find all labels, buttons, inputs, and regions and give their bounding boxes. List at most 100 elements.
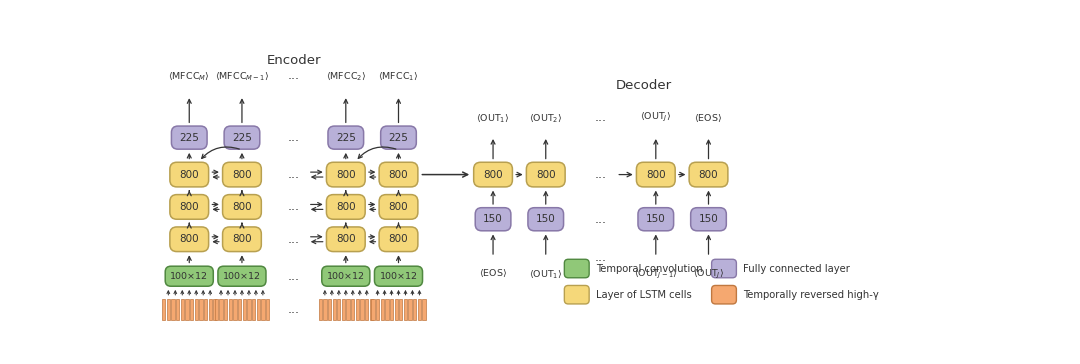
Text: $\langle$MFCC$_1\rangle$: $\langle$MFCC$_1\rangle$ — [378, 70, 419, 82]
Text: 100×12: 100×12 — [222, 272, 261, 281]
Text: 100×12: 100×12 — [379, 272, 418, 281]
FancyBboxPatch shape — [689, 162, 728, 187]
Text: ...: ... — [288, 201, 300, 213]
FancyBboxPatch shape — [712, 259, 737, 278]
Text: $\langle$EOS$\rangle$: $\langle$EOS$\rangle$ — [480, 268, 508, 279]
Text: $\langle$OUT$_1\rangle$: $\langle$OUT$_1\rangle$ — [476, 112, 510, 124]
Bar — [194, 298, 198, 320]
Text: $\langle$OUT$_J\rangle$: $\langle$OUT$_J\rangle$ — [693, 268, 724, 281]
Bar — [229, 298, 232, 320]
Text: ...: ... — [288, 69, 300, 82]
Text: Temporal convolution: Temporal convolution — [596, 264, 703, 273]
FancyBboxPatch shape — [218, 266, 266, 286]
Text: Temporally reversed high-γ: Temporally reversed high-γ — [743, 290, 879, 300]
Bar — [376, 298, 379, 320]
Bar — [238, 298, 241, 320]
Bar — [394, 298, 397, 320]
Bar — [190, 298, 193, 320]
Text: Fully connected layer: Fully connected layer — [743, 264, 850, 273]
Bar — [369, 298, 373, 320]
FancyBboxPatch shape — [326, 195, 365, 219]
FancyBboxPatch shape — [322, 266, 369, 286]
FancyBboxPatch shape — [170, 162, 208, 187]
Text: $\langle$OUT$_1\rangle$: $\langle$OUT$_1\rangle$ — [529, 268, 563, 280]
Bar — [328, 298, 332, 320]
Bar — [266, 298, 269, 320]
Text: 225: 225 — [336, 132, 355, 143]
Text: ...: ... — [595, 168, 607, 181]
FancyBboxPatch shape — [225, 126, 260, 149]
Text: ...: ... — [595, 251, 607, 264]
Text: 800: 800 — [389, 202, 408, 212]
Bar — [365, 298, 368, 320]
Bar — [176, 298, 179, 320]
Bar — [172, 298, 175, 320]
FancyBboxPatch shape — [636, 162, 675, 187]
FancyBboxPatch shape — [165, 266, 213, 286]
Bar — [162, 298, 165, 320]
Bar — [215, 298, 218, 320]
Text: $\langle$MFCC$_{M-1}\rangle$: $\langle$MFCC$_{M-1}\rangle$ — [215, 70, 269, 82]
Text: 225: 225 — [232, 132, 252, 143]
Text: $\langle$OUT$_{J-1}\rangle$: $\langle$OUT$_{J-1}\rangle$ — [634, 268, 677, 281]
FancyBboxPatch shape — [222, 162, 261, 187]
FancyBboxPatch shape — [172, 126, 207, 149]
Text: 100×12: 100×12 — [171, 272, 208, 281]
FancyBboxPatch shape — [379, 162, 418, 187]
Bar — [213, 298, 216, 320]
FancyBboxPatch shape — [222, 227, 261, 252]
Bar — [323, 298, 326, 320]
Text: Layer of LSTM cells: Layer of LSTM cells — [596, 290, 692, 300]
Text: 800: 800 — [389, 170, 408, 179]
FancyBboxPatch shape — [691, 208, 727, 231]
Bar — [247, 298, 251, 320]
Text: 800: 800 — [389, 234, 408, 244]
FancyBboxPatch shape — [379, 227, 418, 252]
Bar — [261, 298, 265, 320]
FancyBboxPatch shape — [170, 227, 208, 252]
Bar — [390, 298, 393, 320]
FancyBboxPatch shape — [712, 285, 737, 304]
Text: 800: 800 — [336, 234, 355, 244]
Text: 225: 225 — [179, 132, 199, 143]
FancyBboxPatch shape — [638, 208, 674, 231]
Bar — [233, 298, 237, 320]
Bar — [380, 298, 383, 320]
Text: 150: 150 — [646, 214, 665, 224]
Text: 800: 800 — [232, 202, 252, 212]
Text: 800: 800 — [536, 170, 555, 179]
Text: ...: ... — [595, 111, 607, 124]
Bar — [319, 298, 322, 320]
Text: 800: 800 — [179, 170, 199, 179]
Text: $\langle$MFCC$_M\rangle$: $\langle$MFCC$_M\rangle$ — [168, 70, 210, 82]
Text: $\langle$OUT$_J\rangle$: $\langle$OUT$_J\rangle$ — [640, 111, 672, 124]
Text: 800: 800 — [179, 234, 199, 244]
Bar — [257, 298, 260, 320]
Bar — [361, 298, 364, 320]
FancyBboxPatch shape — [565, 259, 590, 278]
Bar — [199, 298, 203, 320]
FancyBboxPatch shape — [375, 266, 422, 286]
Bar — [208, 298, 212, 320]
Text: 800: 800 — [699, 170, 718, 179]
Bar — [219, 298, 222, 320]
FancyBboxPatch shape — [326, 227, 365, 252]
FancyBboxPatch shape — [565, 285, 590, 304]
Bar — [166, 298, 170, 320]
Bar — [408, 298, 411, 320]
Bar — [204, 298, 207, 320]
Text: ...: ... — [288, 131, 300, 144]
Text: ...: ... — [288, 303, 300, 316]
FancyBboxPatch shape — [170, 195, 208, 219]
Text: ...: ... — [288, 233, 300, 246]
Bar — [186, 298, 189, 320]
Bar — [418, 298, 421, 320]
Bar — [333, 298, 336, 320]
Text: 800: 800 — [336, 170, 355, 179]
Text: 150: 150 — [483, 214, 503, 224]
FancyBboxPatch shape — [526, 162, 565, 187]
Text: 150: 150 — [699, 214, 718, 224]
Bar — [341, 298, 346, 320]
FancyBboxPatch shape — [380, 126, 416, 149]
Text: ...: ... — [288, 168, 300, 181]
